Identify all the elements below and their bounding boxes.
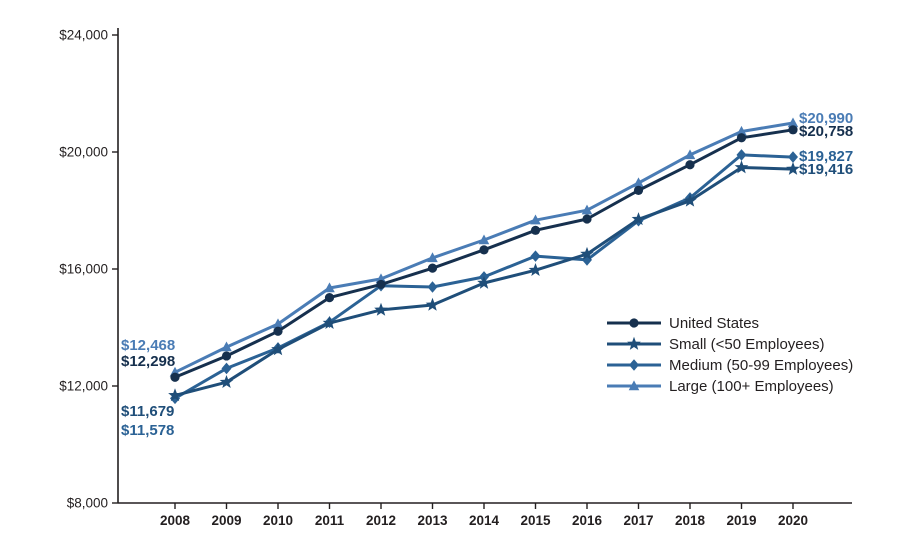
y-tick-label: $16,000 [59, 262, 108, 277]
end-value-label: $19,416 [799, 161, 853, 178]
star-marker [786, 161, 800, 175]
end-value-label: $20,990 [799, 110, 853, 127]
x-tick-label: 2014 [469, 513, 500, 528]
star-marker [322, 315, 337, 329]
diamond-marker [788, 151, 798, 163]
legend-item-united-states: United States [607, 315, 759, 332]
circle-marker [170, 372, 180, 382]
circle-marker [788, 125, 798, 135]
legend-label: Medium (50-99 Employees) [669, 357, 853, 374]
circle-marker [530, 225, 541, 235]
start-value-label: $11,679 [121, 403, 174, 420]
star-marker [425, 297, 440, 311]
y-tick-label: $20,000 [59, 145, 108, 160]
diamond-marker [629, 359, 639, 371]
start-value-label: $12,298 [121, 353, 175, 370]
circle-marker [479, 245, 489, 255]
legend-item-medium-50-99-employees: Medium (50-99 Employees) [607, 357, 853, 374]
circle-marker [736, 133, 747, 143]
star-marker [271, 342, 285, 356]
triangle-marker [272, 318, 284, 329]
x-tick-label: 2012 [366, 513, 396, 528]
x-tick-label: 2019 [726, 513, 756, 528]
axes: $8,000 $12,000 $16,000 $20,000 $24,000 2008 20… [59, 28, 852, 528]
circle-marker [221, 351, 232, 361]
circle-marker [582, 214, 592, 224]
endpoint-labels: $12,298 $20,758 $11,679 $19,416 $11,578 $19,8… [121, 110, 853, 439]
circle-marker [633, 185, 644, 196]
star-marker [168, 388, 182, 402]
start-value-label: $12,468 [121, 337, 175, 354]
star-marker [374, 302, 388, 316]
circle-marker [629, 318, 639, 328]
star-marker [734, 160, 749, 174]
triangle-marker [324, 282, 335, 293]
x-tick-label: 2018 [675, 513, 706, 528]
circle-marker [427, 263, 438, 273]
star-marker [528, 262, 543, 276]
triangle-marker [628, 380, 640, 391]
triangle-marker [478, 234, 490, 245]
triangle-marker [221, 341, 232, 352]
circle-marker [376, 279, 386, 290]
x-tick-label: 2009 [211, 513, 241, 528]
legend-label: United States [669, 315, 759, 332]
x-tick-label: 2015 [520, 513, 551, 528]
diamond-marker [736, 149, 747, 161]
series-united-states [170, 125, 798, 382]
diamond-marker [427, 281, 438, 293]
series-small-50-employees [168, 160, 800, 402]
x-tick-label: 2017 [623, 513, 653, 528]
star-marker [580, 246, 594, 260]
circle-marker [685, 160, 695, 170]
x-tick-label: 2008 [160, 513, 191, 528]
legend-item-small-50-employees: Small (<50 Employees) [607, 336, 824, 353]
legend-label: Small (<50 Employees) [669, 336, 824, 353]
triangle-marker [427, 252, 438, 263]
triangle-marker [530, 214, 541, 225]
y-tick-label: $8,000 [67, 496, 108, 511]
legend: United States Small (<50 Employees) Medium… [607, 315, 853, 395]
start-value-label: $11,578 [121, 422, 174, 439]
circle-marker [324, 293, 335, 303]
circle-marker [273, 326, 283, 336]
x-tick-label: 2010 [263, 513, 293, 528]
triangle-marker [787, 117, 799, 128]
diamond-marker [530, 250, 541, 262]
x-tick-label: 2013 [417, 513, 448, 528]
x-tick-label: 2011 [315, 513, 345, 528]
star-marker [627, 336, 641, 350]
star-marker [219, 375, 234, 389]
end-value-label: $19,827 [799, 148, 853, 165]
end-value-label: $20,758 [799, 123, 853, 140]
legend-label: Large (100+ Employees) [669, 378, 834, 395]
x-tick-label: 2020 [778, 513, 808, 528]
y-tick-label: $12,000 [59, 379, 108, 394]
triangle-marker [581, 204, 593, 215]
star-marker [477, 275, 491, 289]
x-tick-label: 2016 [572, 513, 603, 528]
y-tick-label: $24,000 [59, 28, 108, 43]
legend-item-large-100-employees: Large (100+ Employees) [607, 378, 834, 395]
star-marker [683, 193, 697, 207]
diamond-marker [221, 362, 232, 375]
star-marker [631, 212, 646, 226]
triangle-marker [684, 149, 696, 160]
triangle-marker [633, 177, 644, 188]
triangle-marker [736, 125, 747, 136]
